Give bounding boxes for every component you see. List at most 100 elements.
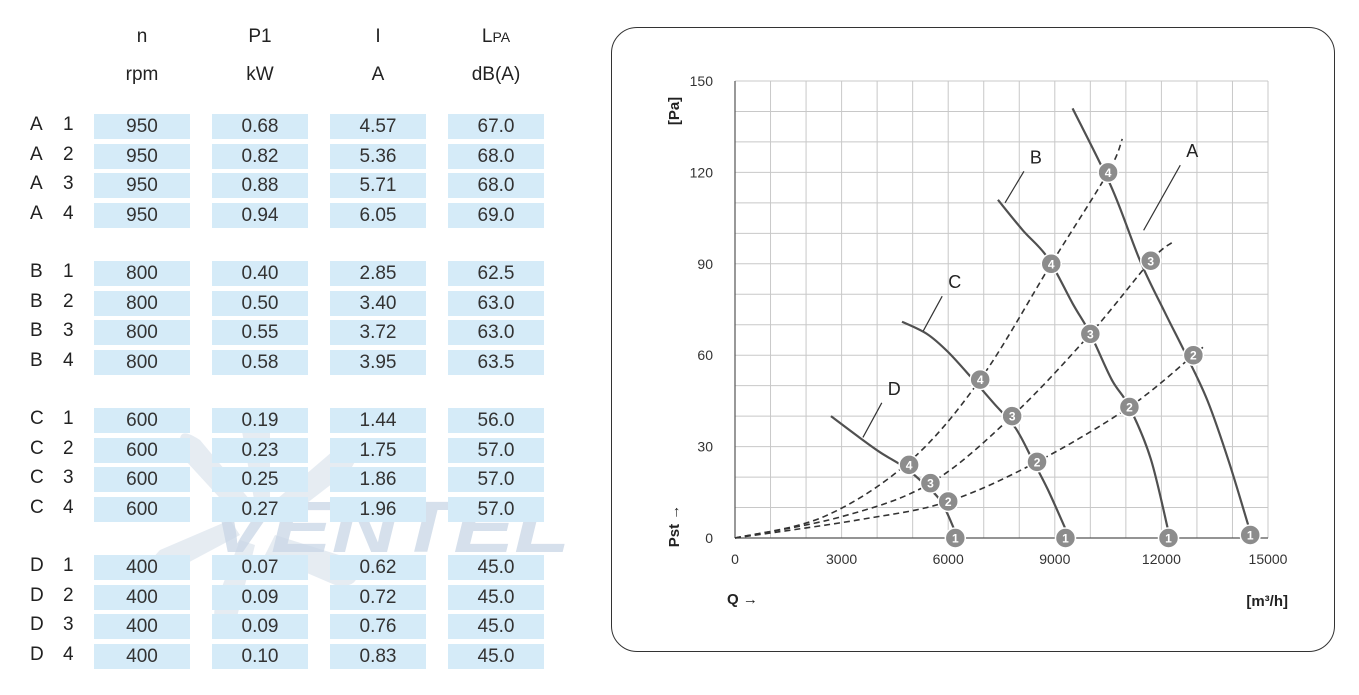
operating-point-marker: 3 bbox=[1079, 323, 1102, 345]
operating-point-label: 1 bbox=[952, 532, 959, 546]
row-curve-label: A bbox=[30, 173, 43, 194]
y-tick-label: 120 bbox=[690, 164, 714, 180]
y-unit-label: [Pa] bbox=[666, 97, 683, 125]
row-curve-label: C bbox=[30, 437, 44, 459]
row-step-label: 1 bbox=[63, 114, 74, 135]
operating-point-dot bbox=[898, 454, 920, 476]
cell-i: 1.96 bbox=[330, 496, 426, 522]
cell-n: 600 bbox=[94, 408, 190, 433]
operating-point-label: 3 bbox=[1147, 254, 1154, 268]
cell-i: 3.72 bbox=[330, 320, 426, 345]
header-p1: P1 bbox=[248, 26, 272, 47]
row-step-label: 4 bbox=[63, 349, 74, 371]
x-tick-label: 6000 bbox=[933, 551, 964, 567]
curve-label-leader bbox=[922, 295, 943, 332]
cell-i: 1.44 bbox=[330, 408, 426, 433]
row-step-label: 3 bbox=[63, 467, 74, 488]
cell-n: 950 bbox=[94, 202, 190, 228]
operating-point-marker: 1 bbox=[944, 527, 967, 549]
operating-point-marker: 4 bbox=[898, 454, 920, 476]
fan-performance-chart: 0 3000 6000 9000 12000 15000 0 30 60 90 120 150 [Pa]… bbox=[666, 73, 1288, 610]
cell-lpa: 63.0 bbox=[448, 290, 544, 316]
cell-n: 800 bbox=[94, 290, 190, 316]
row-curve-label: D bbox=[30, 614, 44, 635]
row-curve-label: B bbox=[30, 320, 43, 341]
cell-i: 0.72 bbox=[330, 584, 426, 610]
row-curve-label: A bbox=[30, 202, 43, 224]
cell-lpa: 57.0 bbox=[448, 467, 544, 492]
operating-point-dot bbox=[1139, 250, 1162, 272]
row-step-label: 1 bbox=[63, 261, 74, 282]
operating-point-dot bbox=[1118, 396, 1141, 418]
cell-n: 600 bbox=[94, 496, 190, 522]
cell-lpa: 56.0 bbox=[448, 408, 544, 433]
operating-point-marker: 3 bbox=[919, 472, 942, 494]
operating-point-label: 2 bbox=[1126, 400, 1133, 414]
cell-lpa: 45.0 bbox=[448, 555, 544, 580]
curve-label-d: D bbox=[888, 379, 901, 399]
operating-point-label: 3 bbox=[1087, 327, 1094, 341]
operating-point-marker: 4 bbox=[1097, 161, 1119, 184]
cell-i: 4.57 bbox=[330, 114, 426, 139]
cell-p1: 0.23 bbox=[212, 437, 308, 463]
cell-lpa: 57.0 bbox=[448, 496, 544, 522]
row-step-label: 2 bbox=[63, 584, 74, 606]
header-i: I bbox=[375, 26, 381, 47]
cell-p1: 0.88 bbox=[212, 173, 308, 198]
cell-lpa: 67.0 bbox=[448, 114, 544, 139]
x-tick-label: 0 bbox=[731, 551, 739, 567]
y-tick-label: 0 bbox=[705, 530, 713, 546]
row-step-label: 1 bbox=[63, 408, 74, 429]
operating-point-label: 4 bbox=[906, 458, 913, 472]
cell-i: 0.83 bbox=[330, 643, 426, 669]
operating-point-marker: 3 bbox=[1001, 405, 1023, 427]
operating-point-marker: 2 bbox=[1182, 344, 1205, 366]
row-curve-label: B bbox=[30, 290, 43, 312]
row-curve-label: B bbox=[30, 349, 43, 371]
cell-lpa: 57.0 bbox=[448, 437, 544, 463]
cell-n: 950 bbox=[94, 114, 190, 139]
cell-lpa: 62.5 bbox=[448, 261, 544, 286]
operating-point-marker: 2 bbox=[937, 490, 959, 513]
chart-panel: 0 3000 6000 9000 12000 15000 0 30 60 90 120 150 [Pa]… bbox=[611, 27, 1335, 652]
y-tick-label: 90 bbox=[697, 256, 713, 272]
row-step-label: 2 bbox=[63, 143, 74, 165]
operating-point-marker: 4 bbox=[969, 368, 991, 391]
operating-point-label: 2 bbox=[945, 495, 952, 509]
operating-point-dot bbox=[919, 472, 942, 494]
cell-i: 3.40 bbox=[330, 290, 426, 316]
row-step-label: 3 bbox=[63, 320, 74, 341]
operating-point-marker: 1 bbox=[1239, 524, 1261, 546]
operating-point-dot bbox=[1097, 161, 1119, 184]
operating-point-dot bbox=[937, 490, 959, 513]
cell-lpa: 63.0 bbox=[448, 320, 544, 345]
cell-n: 400 bbox=[94, 614, 190, 639]
operating-point-marker: 4 bbox=[1040, 253, 1062, 275]
row-curve-label: C bbox=[30, 467, 44, 488]
row-step-label: 3 bbox=[63, 614, 74, 635]
curve-label-a: A bbox=[1186, 141, 1198, 161]
row-curve-label: D bbox=[30, 555, 44, 576]
x-tick-label: 12000 bbox=[1142, 551, 1181, 567]
cell-n: 950 bbox=[94, 173, 190, 198]
operating-point-dot bbox=[1079, 323, 1102, 345]
cell-n: 800 bbox=[94, 349, 190, 375]
cell-n: 600 bbox=[94, 437, 190, 463]
cell-lpa: 69.0 bbox=[448, 202, 544, 228]
cell-p1: 0.82 bbox=[212, 143, 308, 169]
cell-p1: 0.94 bbox=[212, 202, 308, 228]
operating-point-dot bbox=[1040, 253, 1062, 275]
curve-label-leader bbox=[862, 402, 883, 438]
operating-point-label: 1 bbox=[1165, 532, 1172, 546]
cell-i: 2.85 bbox=[330, 261, 426, 286]
row-curve-label: C bbox=[30, 496, 44, 518]
operating-point-label: 1 bbox=[1062, 532, 1069, 546]
operating-point-label: 4 bbox=[1105, 166, 1112, 180]
row-step-label: 4 bbox=[63, 202, 74, 224]
cell-p1: 0.07 bbox=[212, 555, 308, 580]
y-tick-label: 150 bbox=[690, 73, 714, 89]
cell-p1: 0.25 bbox=[212, 467, 308, 492]
cell-lpa: 45.0 bbox=[448, 584, 544, 610]
row-curve-label: D bbox=[30, 643, 44, 665]
curve-label-b: B bbox=[1030, 147, 1042, 167]
